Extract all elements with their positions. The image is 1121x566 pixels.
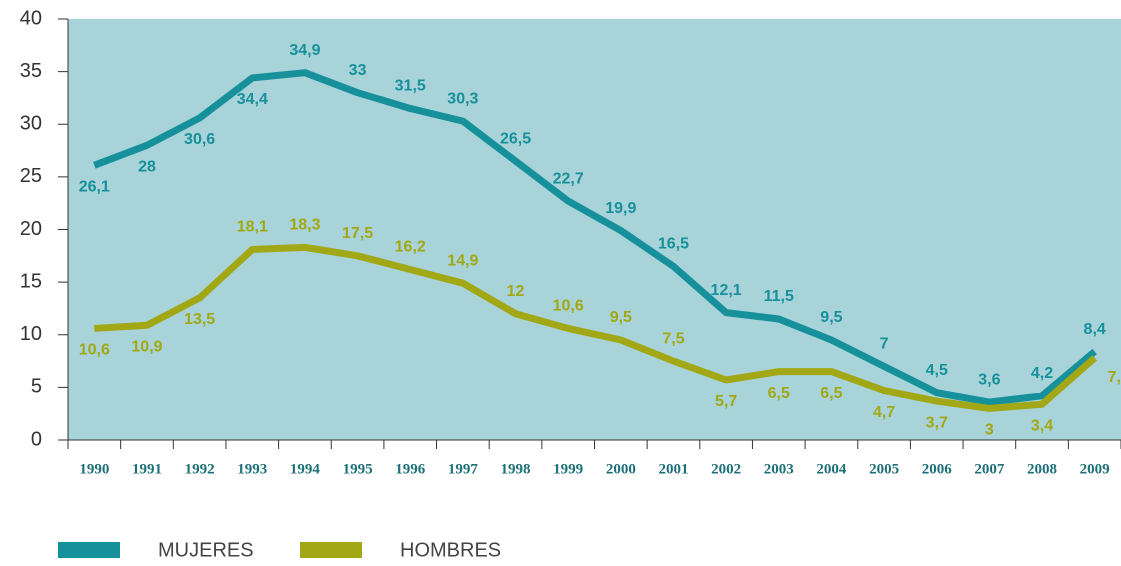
x-tick-label: 1994 bbox=[290, 461, 321, 477]
x-tick-label: 2008 bbox=[1027, 461, 1057, 477]
x-tick-label: 1990 bbox=[79, 461, 109, 477]
data-label: 9,5 bbox=[820, 309, 842, 326]
series-line bbox=[93, 69, 1097, 406]
data-label: 6,5 bbox=[820, 385, 842, 402]
data-label: 12 bbox=[507, 283, 525, 300]
legend-label: MUJERES bbox=[158, 539, 254, 561]
data-label: 16,2 bbox=[395, 239, 426, 256]
y-tick-label: 5 bbox=[31, 376, 42, 398]
data-label: 7,8 bbox=[1108, 369, 1121, 386]
data-label: 12,1 bbox=[711, 282, 742, 299]
data-label: 3,7 bbox=[926, 414, 948, 431]
data-label: 18,3 bbox=[289, 217, 320, 234]
plot-area bbox=[68, 19, 1121, 440]
y-tick-label: 0 bbox=[31, 428, 42, 450]
data-label: 18,1 bbox=[237, 219, 268, 236]
data-label: 10,6 bbox=[553, 298, 584, 315]
data-label: 26,5 bbox=[500, 130, 531, 147]
x-tick-label: 2004 bbox=[816, 461, 847, 477]
x-tick-label: 2003 bbox=[764, 461, 794, 477]
x-tick-label: 2000 bbox=[606, 461, 636, 477]
data-label: 33 bbox=[349, 62, 367, 79]
data-label: 3 bbox=[985, 422, 994, 439]
y-tick-label: 30 bbox=[20, 113, 42, 135]
x-tick-label: 1998 bbox=[501, 461, 531, 477]
x-tick-label: 1995 bbox=[343, 461, 373, 477]
data-label: 10,9 bbox=[131, 338, 162, 355]
data-label: 26,1 bbox=[79, 179, 110, 196]
y-tick-label: 10 bbox=[20, 323, 42, 345]
data-label: 22,7 bbox=[553, 170, 584, 187]
data-label: 3,6 bbox=[978, 371, 1000, 388]
series-line bbox=[94, 243, 1097, 412]
data-label: 8,4 bbox=[1084, 321, 1106, 338]
data-label: 10,6 bbox=[79, 342, 110, 359]
data-label: 7 bbox=[880, 336, 889, 353]
data-label: 30,6 bbox=[184, 131, 215, 148]
x-tick-label: 2002 bbox=[711, 461, 741, 477]
data-label: 5,7 bbox=[715, 393, 737, 410]
data-label: 4,7 bbox=[873, 404, 895, 421]
x-tick-label: 2009 bbox=[1080, 461, 1110, 477]
x-tick-label: 1999 bbox=[553, 461, 583, 477]
data-label: 13,5 bbox=[184, 311, 215, 328]
data-label: 3,4 bbox=[1031, 417, 1053, 434]
data-label: 28 bbox=[138, 159, 156, 176]
legend-label: HOMBRES bbox=[400, 539, 501, 561]
x-tick-label: 1991 bbox=[132, 461, 162, 477]
x-tick-label: 1992 bbox=[185, 461, 215, 477]
x-tick-label: 2005 bbox=[869, 461, 899, 477]
data-label: 17,5 bbox=[342, 225, 373, 242]
y-tick-label: 35 bbox=[20, 60, 42, 82]
y-tick-label: 25 bbox=[20, 165, 42, 187]
x-tick-label: 1993 bbox=[237, 461, 267, 477]
data-label: 19,9 bbox=[605, 200, 636, 217]
data-label: 34,9 bbox=[289, 42, 320, 59]
x-tick-label: 2007 bbox=[974, 461, 1005, 477]
data-label: 31,5 bbox=[395, 78, 426, 95]
data-label: 6,5 bbox=[768, 385, 790, 402]
legend-swatch bbox=[58, 542, 120, 558]
y-tick-label: 15 bbox=[20, 270, 42, 292]
data-label: 30,3 bbox=[447, 90, 478, 107]
data-label: 34,4 bbox=[237, 91, 268, 108]
data-label: 4,2 bbox=[1031, 365, 1053, 382]
x-tick-label: 1997 bbox=[448, 461, 479, 477]
legend-swatch bbox=[300, 542, 362, 558]
data-label: 9,5 bbox=[610, 309, 632, 326]
data-label: 7,5 bbox=[662, 330, 684, 347]
data-label: 11,5 bbox=[764, 288, 794, 305]
x-tick-label: 2006 bbox=[922, 461, 953, 477]
x-tick-label: 2001 bbox=[658, 461, 688, 477]
y-tick-label: 40 bbox=[20, 7, 42, 29]
y-tick-label: 20 bbox=[20, 218, 42, 240]
data-label: 16,5 bbox=[658, 236, 689, 253]
x-tick-label: 1996 bbox=[395, 461, 426, 477]
data-label: 14,9 bbox=[447, 252, 478, 269]
data-label: 4,5 bbox=[926, 362, 948, 379]
